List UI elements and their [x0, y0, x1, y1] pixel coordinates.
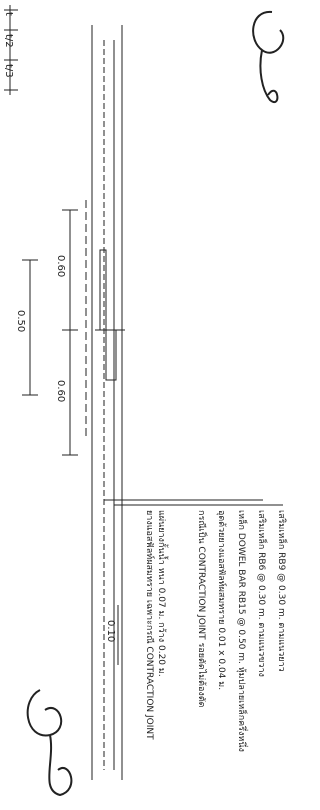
note: เสริมเหล็ก RB9 @ 0.30 m. ตามแนวยาว [276, 510, 289, 672]
dim-label: t/3 [3, 64, 14, 78]
signature [253, 12, 283, 102]
signature [28, 690, 72, 795]
dim-label: 0.60 [55, 380, 66, 402]
dim-label: t/2 [3, 34, 14, 48]
dim-label: t [3, 12, 14, 16]
note: เสริมเหล็ก RB6 @ 0.30 m. ตามแนวขวาง [256, 510, 269, 677]
note: เหล็ก DOWEL BAR RB15 @ 0.50 m. หุ้มปลายเ… [236, 510, 249, 752]
dim-label: 0.10 [105, 620, 116, 642]
note: ยางแอสฟัลท์ผสมทราย เฉพาะกรณี CONTRACTION… [144, 510, 156, 740]
note: อุดด้วยยางแอสฟัลท์ผสมทราย 0.01 x 0.04 ม. [216, 510, 228, 690]
dim-label: 0.50 [15, 310, 26, 332]
drawing: t t/2 t/3 0.60 0.50 0.60 0.10 เสริมเหล็ก… [0, 0, 303, 810]
dim-label: 0.60 [55, 255, 66, 277]
dowel-bar [100, 250, 106, 330]
note: แผ่นยางกั้นน้ำ หนา 0.07 ม. กว้าง 0.20 ม. [156, 510, 169, 677]
note: กรณีเป็น CONTRACTION JOINT รอยตัดไม่ต้อง… [196, 510, 209, 708]
